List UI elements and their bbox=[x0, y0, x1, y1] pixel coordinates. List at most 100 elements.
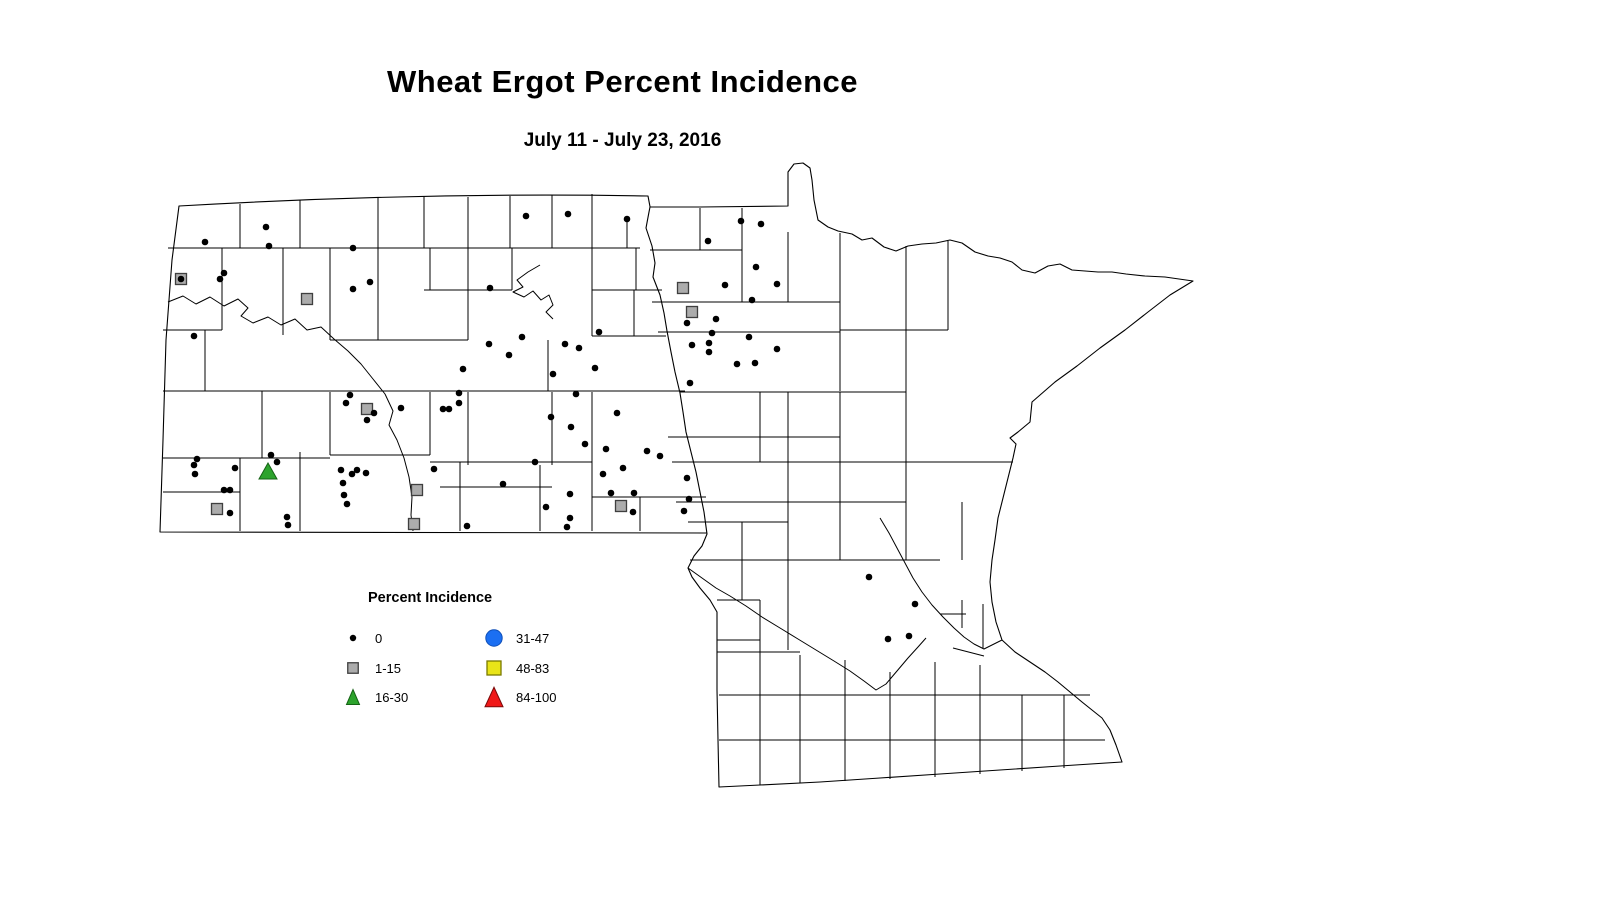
marker-dot bbox=[337, 466, 345, 474]
legend-dot-glyph bbox=[349, 634, 357, 642]
legend-item-0: 0 bbox=[340, 624, 382, 652]
marker-dot bbox=[220, 269, 228, 277]
legend-item-1-15: 1-15 bbox=[340, 654, 401, 682]
marker-dot bbox=[733, 360, 741, 368]
marker-square bbox=[410, 483, 424, 497]
marker-dot bbox=[366, 278, 374, 286]
marker-square bbox=[676, 281, 690, 295]
marker-dot bbox=[190, 332, 198, 340]
marker-dot bbox=[705, 339, 713, 347]
marker-dot bbox=[486, 284, 494, 292]
marker-dot bbox=[567, 423, 575, 431]
marker-square bbox=[685, 305, 699, 319]
marker-dot bbox=[773, 280, 781, 288]
marker-dot bbox=[705, 348, 713, 356]
marker-dot bbox=[353, 466, 361, 474]
marker-dot bbox=[191, 470, 199, 478]
marker-dot bbox=[602, 445, 610, 453]
marker-dot bbox=[439, 405, 447, 413]
marker-dot bbox=[343, 500, 351, 508]
marker-dot bbox=[348, 470, 356, 478]
legend-circle-glyph bbox=[485, 629, 503, 647]
marker-dot bbox=[629, 508, 637, 516]
legend-triangle-glyph bbox=[484, 686, 504, 708]
marker-dot bbox=[547, 413, 555, 421]
marker-dot bbox=[773, 345, 781, 353]
minnesota-outline bbox=[645, 162, 1194, 788]
legend-item-31-47: 31-47 bbox=[481, 624, 549, 652]
marker-dot bbox=[362, 469, 370, 477]
marker-dot bbox=[349, 285, 357, 293]
marker-dot bbox=[340, 491, 348, 499]
marker-dot bbox=[346, 391, 354, 399]
marker-dot bbox=[708, 329, 716, 337]
marker-dot bbox=[283, 513, 291, 521]
marker-square bbox=[360, 402, 374, 416]
marker-dot bbox=[566, 514, 574, 522]
marker-dot bbox=[349, 244, 357, 252]
marker-dot bbox=[370, 409, 378, 417]
marker-dot bbox=[575, 344, 583, 352]
gray-square-icon bbox=[347, 662, 359, 674]
marker-dot bbox=[518, 333, 526, 341]
marker-dot bbox=[595, 328, 603, 336]
marker-square bbox=[210, 502, 224, 516]
marker-dot bbox=[884, 635, 892, 643]
marker-square bbox=[300, 292, 314, 306]
marker-dot bbox=[721, 281, 729, 289]
legend-item-48-83: 48-83 bbox=[481, 654, 549, 682]
marker-dot bbox=[549, 370, 557, 378]
marker-dot bbox=[680, 507, 688, 515]
nd-county-lines bbox=[163, 194, 706, 532]
marker-dot bbox=[459, 365, 467, 373]
marker-dot bbox=[499, 480, 507, 488]
green-triangle-icon bbox=[345, 688, 361, 705]
marker-dot bbox=[201, 238, 209, 246]
marker-dot bbox=[220, 486, 228, 494]
marker-dot bbox=[455, 399, 463, 407]
missouri-river-line bbox=[167, 295, 414, 532]
marker-dot bbox=[619, 464, 627, 472]
marker-dot bbox=[613, 409, 621, 417]
legend-square-glyph bbox=[347, 662, 359, 674]
marker-dot bbox=[363, 416, 371, 424]
marker-dot bbox=[686, 379, 694, 387]
legend-label: 31-47 bbox=[516, 630, 550, 646]
marker-dot bbox=[745, 333, 753, 341]
blue-circle-icon bbox=[485, 629, 503, 647]
marker-dot bbox=[445, 405, 453, 413]
marker-dot bbox=[531, 458, 539, 466]
marker-dot bbox=[463, 522, 471, 530]
legend-label: 84-100 bbox=[516, 689, 557, 705]
marker-dot bbox=[430, 465, 438, 473]
marker-dot bbox=[231, 464, 239, 472]
devils-lake-line bbox=[512, 264, 554, 320]
marker-dot bbox=[656, 452, 664, 460]
marker-dot bbox=[190, 461, 198, 469]
legend-square-glyph bbox=[486, 660, 502, 676]
marker-dot bbox=[752, 263, 760, 271]
marker-dot bbox=[177, 275, 185, 283]
marker-dot bbox=[267, 451, 275, 459]
marker-dot bbox=[262, 223, 270, 231]
marker-dot bbox=[216, 275, 224, 283]
marker-dot bbox=[688, 341, 696, 349]
marker-dot bbox=[566, 490, 574, 498]
marker-dot bbox=[748, 296, 756, 304]
marker-triangle bbox=[258, 461, 278, 480]
marker-dot bbox=[599, 470, 607, 478]
marker-dot bbox=[522, 212, 530, 220]
legend-triangle-glyph bbox=[345, 688, 361, 705]
yellow-square-icon bbox=[486, 660, 502, 676]
marker-dot bbox=[397, 404, 405, 412]
marker-dot bbox=[273, 458, 281, 466]
mn-county-lines bbox=[650, 208, 1105, 785]
marker-dot bbox=[563, 523, 571, 531]
marker-dot bbox=[542, 503, 550, 511]
marker-dot bbox=[737, 217, 745, 225]
red-triangle-icon bbox=[484, 686, 504, 708]
marker-dot bbox=[581, 440, 589, 448]
minnesota-river-line bbox=[687, 567, 927, 691]
legend-label: 0 bbox=[375, 630, 383, 646]
title-block: Wheat Ergot Percent Incidence bbox=[0, 64, 1245, 100]
